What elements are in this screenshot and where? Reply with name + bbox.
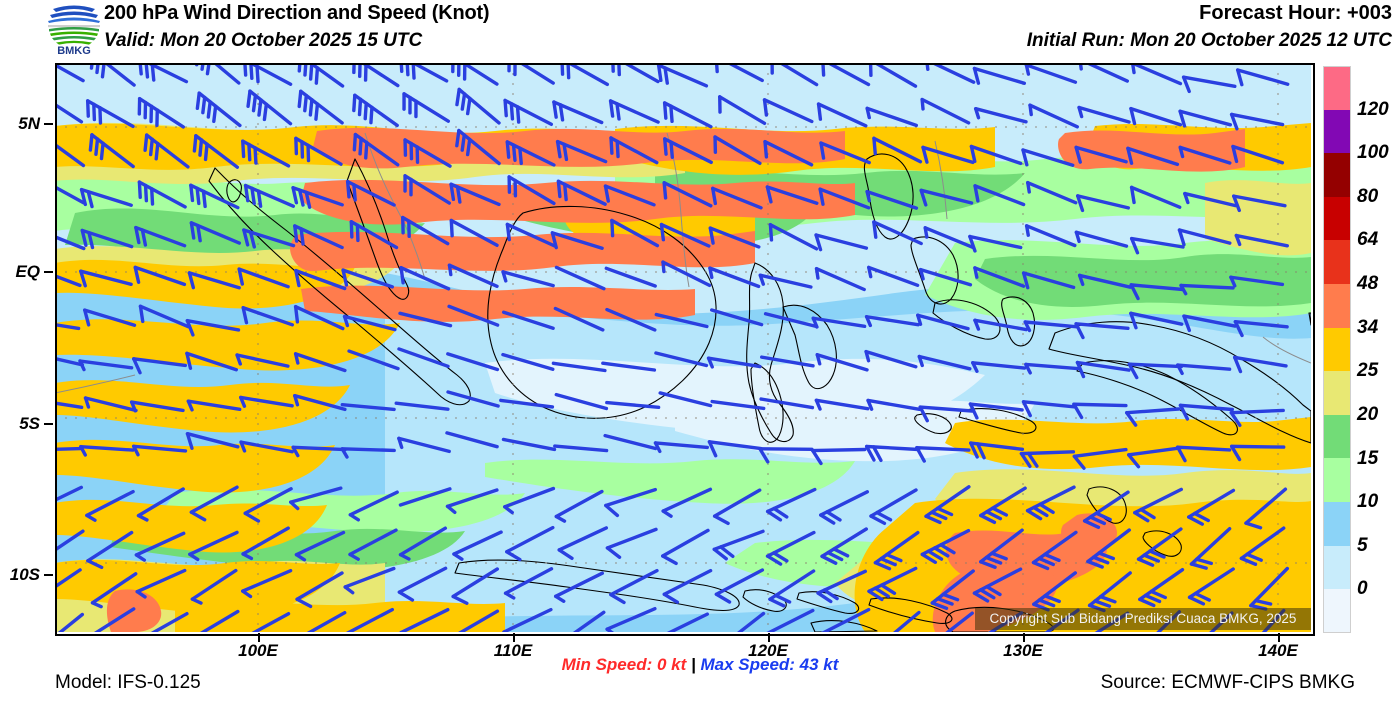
speed-summary: Min Speed: 0 kt | Max Speed: 43 kt <box>0 655 1400 675</box>
colorbar-band <box>1323 589 1351 633</box>
colorbar-tick-label: 100 <box>1357 142 1389 164</box>
xtick-label-140e: 140E <box>1258 641 1298 660</box>
xtick-mark-140e <box>1278 633 1280 642</box>
colorbar-band <box>1323 414 1351 459</box>
colorbar-tick-label: 15 <box>1357 447 1379 469</box>
xtick-label-100e: 100E <box>238 641 278 660</box>
source-label: Source: ECMWF-CIPS BMKG <box>1100 672 1355 693</box>
xtick-mark-120e <box>768 633 770 642</box>
colorbar-tick-label: 10 <box>1357 491 1379 513</box>
svg-text:BMKG: BMKG <box>57 45 91 55</box>
max-speed-label: Max Speed: 43 kt <box>700 655 839 674</box>
colorbar-band <box>1323 284 1351 328</box>
valid-time-label: Valid: Mon 20 October 2025 15 UTC <box>104 30 423 51</box>
colorbar-band <box>1323 545 1351 590</box>
xtick-label-120e: 120E <box>748 641 788 660</box>
xtick-label-110e: 110E <box>493 641 533 660</box>
initial-run-label: Initial Run: Mon 20 October 2025 12 UTC <box>1026 30 1392 51</box>
colorbar-band <box>1323 153 1351 197</box>
ytick-label-5s: 5S <box>19 414 40 433</box>
page-title: 200 hPa Wind Direction and Speed (Knot) <box>104 2 490 24</box>
colorbar-tick-label: 25 <box>1357 360 1379 382</box>
colorbar-band <box>1323 66 1351 110</box>
ytick-label-10s: 10S <box>9 565 40 584</box>
colorbar-tick-label: 34 <box>1357 316 1379 338</box>
colorbar-tick-label: 5 <box>1357 534 1368 556</box>
colorbar-tick-label: 80 <box>1357 185 1379 207</box>
colorbar-tick-label: 0 <box>1357 578 1368 600</box>
xtick-mark-110e <box>513 633 515 642</box>
bmkg-logo: BMKG <box>48 5 100 55</box>
colorbar-band <box>1323 109 1351 154</box>
xtick-mark-130e <box>1023 633 1025 642</box>
xtick-mark-100e <box>258 633 260 642</box>
ytick-mark-10s <box>44 574 53 576</box>
ytick-mark-5s <box>44 423 53 425</box>
wind-speed-map <box>55 63 1311 632</box>
min-speed-label: Min Speed: 0 kt <box>561 655 687 674</box>
colorbar-tick-label: 64 <box>1357 229 1379 251</box>
ytick-mark-5n <box>44 123 53 125</box>
colorbar-band <box>1323 371 1351 415</box>
ytick-mark-eq <box>44 271 53 273</box>
forecast-hour-label: Forecast Hour: +003 <box>1199 2 1392 24</box>
map-plot-area[interactable]: Copyright Sub Bidang Prediksi Cuaca BMKG… <box>55 63 1311 632</box>
copyright-overlay: Copyright Sub Bidang Prediksi Cuaca BMKG… <box>975 608 1311 630</box>
colorbar-tick-label: 120 <box>1357 98 1389 120</box>
colorbar-band <box>1323 458 1351 503</box>
colorbar-band <box>1323 327 1351 372</box>
colorbar-band <box>1323 240 1351 285</box>
xtick-label-130e: 130E <box>1003 641 1043 660</box>
speed-separator: | <box>686 655 701 674</box>
colorbar-tick-label: 48 <box>1357 273 1379 295</box>
colorbar-tick-label: 20 <box>1357 403 1379 425</box>
colorbar[interactable] <box>1323 66 1351 633</box>
colorbar-band <box>1323 196 1351 241</box>
model-label: Model: IFS-0.125 <box>55 672 201 693</box>
colorbar-band <box>1323 502 1351 546</box>
ytick-label-eq: EQ <box>15 262 40 281</box>
ytick-label-5n: 5N <box>18 114 40 133</box>
